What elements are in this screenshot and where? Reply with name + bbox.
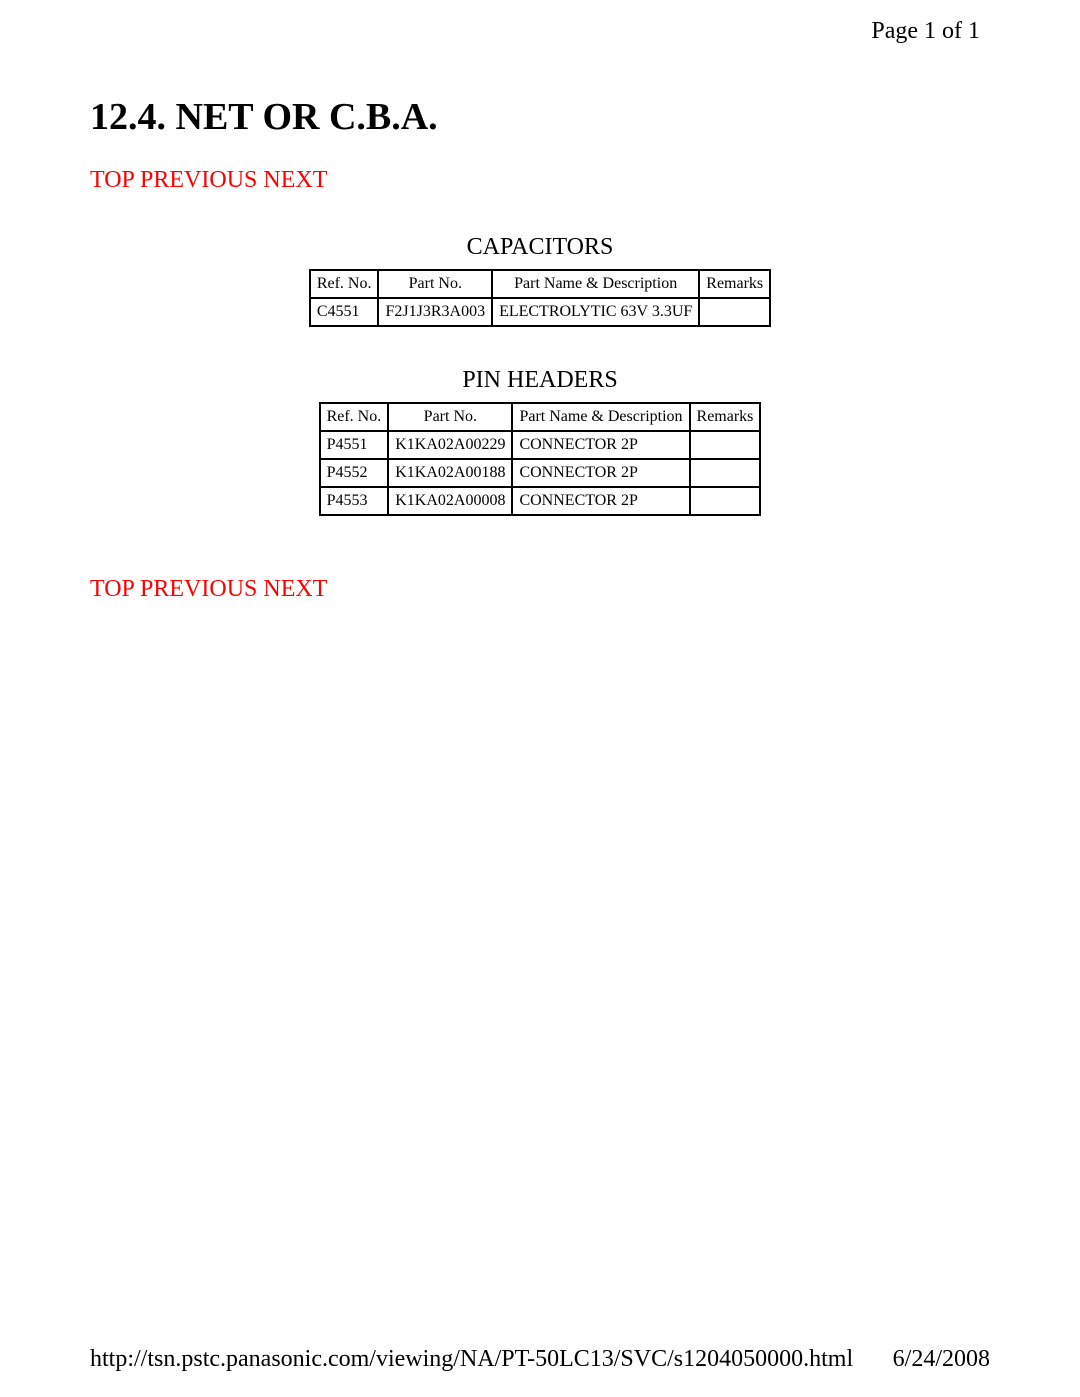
page-title: 12.4. NET OR C.B.A. xyxy=(90,95,990,139)
table-header: Part Name & Description xyxy=(512,403,689,431)
table-cell: C4551 xyxy=(310,298,379,326)
table-header-row: Ref. No. Part No. Part Name & Descriptio… xyxy=(310,270,770,298)
table-row: P4551 K1KA02A00229 CONNECTOR 2P xyxy=(320,431,761,459)
table-cell: K1KA02A00229 xyxy=(388,431,512,459)
table-cell: CONNECTOR 2P xyxy=(512,459,689,487)
nav-next-link[interactable]: NEXT xyxy=(263,576,327,602)
table-header: Part No. xyxy=(378,270,492,298)
table-cell: P4551 xyxy=(320,431,389,459)
table-cell xyxy=(690,431,761,459)
capacitors-table: Ref. No. Part No. Part Name & Descriptio… xyxy=(309,269,771,327)
table-header-row: Ref. No. Part No. Part Name & Descriptio… xyxy=(320,403,761,431)
table-cell: K1KA02A00008 xyxy=(388,487,512,515)
table-header: Part No. xyxy=(388,403,512,431)
table-cell xyxy=(699,298,770,326)
table-header: Ref. No. xyxy=(310,270,379,298)
footer-url: http://tsn.pstc.panasonic.com/viewing/NA… xyxy=(90,1346,853,1373)
footer-date: 6/24/2008 xyxy=(893,1346,990,1373)
table-cell: CONNECTOR 2P xyxy=(512,487,689,515)
table-cell xyxy=(690,487,761,515)
table-header: Ref. No. xyxy=(320,403,389,431)
nav-top-link[interactable]: TOP xyxy=(90,576,134,602)
table-cell: P4553 xyxy=(320,487,389,515)
section-title-pinheaders: PIN HEADERS xyxy=(90,367,990,394)
table-cell: ELECTROLYTIC 63V 3.3UF xyxy=(492,298,699,326)
nav-top-link[interactable]: TOP xyxy=(90,167,134,193)
table-header: Part Name & Description xyxy=(492,270,699,298)
page-indicator: Page 1 of 1 xyxy=(871,18,980,45)
nav-previous-link[interactable]: PREVIOUS xyxy=(140,167,257,193)
section-title-capacitors: CAPACITORS xyxy=(90,234,990,261)
pinheaders-table: Ref. No. Part No. Part Name & Descriptio… xyxy=(319,402,762,516)
table-cell: CONNECTOR 2P xyxy=(512,431,689,459)
page-footer: http://tsn.pstc.panasonic.com/viewing/NA… xyxy=(90,1346,990,1373)
table-row: P4552 K1KA02A00188 CONNECTOR 2P xyxy=(320,459,761,487)
table-header: Remarks xyxy=(699,270,770,298)
table-row: C4551 F2J1J3R3A003 ELECTROLYTIC 63V 3.3U… xyxy=(310,298,770,326)
nav-previous-link[interactable]: PREVIOUS xyxy=(140,576,257,602)
table-cell: P4552 xyxy=(320,459,389,487)
table-cell xyxy=(690,459,761,487)
table-header: Remarks xyxy=(690,403,761,431)
table-cell: K1KA02A00188 xyxy=(388,459,512,487)
nav-links-bottom: TOP PREVIOUS NEXT xyxy=(90,576,990,603)
nav-links-top: TOP PREVIOUS NEXT xyxy=(90,167,990,194)
nav-next-link[interactable]: NEXT xyxy=(263,167,327,193)
table-cell: F2J1J3R3A003 xyxy=(378,298,492,326)
table-row: P4553 K1KA02A00008 CONNECTOR 2P xyxy=(320,487,761,515)
